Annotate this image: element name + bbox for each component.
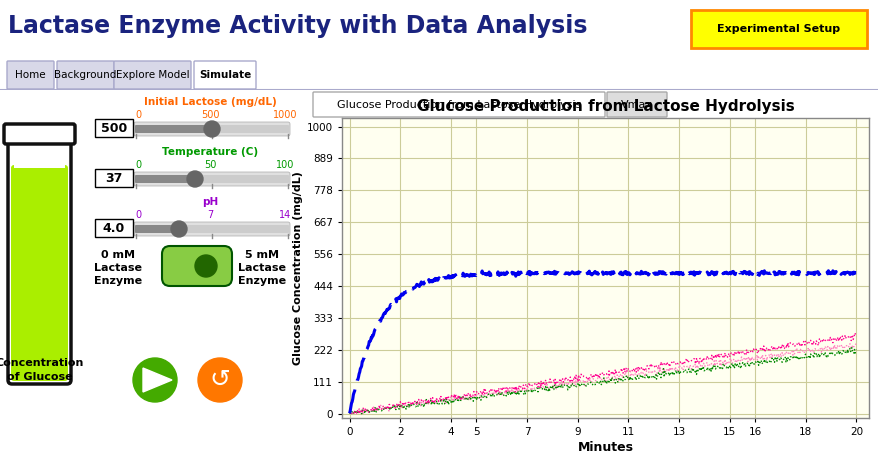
FancyBboxPatch shape (313, 92, 604, 117)
FancyBboxPatch shape (135, 125, 212, 133)
FancyBboxPatch shape (211, 125, 289, 133)
FancyBboxPatch shape (8, 131, 71, 384)
FancyBboxPatch shape (135, 175, 196, 183)
Circle shape (187, 171, 203, 187)
Circle shape (204, 121, 220, 137)
FancyBboxPatch shape (690, 10, 866, 48)
Text: 37: 37 (105, 171, 123, 184)
X-axis label: Minutes: Minutes (577, 441, 633, 454)
FancyBboxPatch shape (95, 119, 133, 137)
Text: ↺: ↺ (209, 368, 230, 392)
Text: Explore Model: Explore Model (116, 70, 189, 80)
FancyBboxPatch shape (7, 61, 54, 89)
Text: 0 mM
Lactase
Enzyme: 0 mM Lactase Enzyme (94, 250, 142, 286)
FancyBboxPatch shape (607, 92, 666, 117)
Text: 0: 0 (135, 160, 140, 170)
Text: pH: pH (202, 197, 218, 207)
Text: 100: 100 (276, 160, 294, 170)
Circle shape (171, 221, 187, 237)
Text: Lactase Enzyme Activity with Data Analysis: Lactase Enzyme Activity with Data Analys… (8, 14, 587, 38)
FancyBboxPatch shape (133, 122, 290, 136)
FancyBboxPatch shape (162, 246, 232, 286)
Text: Temperature (C): Temperature (C) (162, 147, 258, 157)
Circle shape (195, 255, 217, 277)
Text: Home: Home (15, 70, 46, 80)
FancyBboxPatch shape (95, 219, 133, 237)
FancyBboxPatch shape (57, 61, 114, 89)
Text: 7: 7 (206, 210, 212, 220)
Text: 4.0: 4.0 (103, 221, 125, 234)
Bar (14, 138, 65, 168)
FancyBboxPatch shape (194, 61, 255, 89)
Text: Concentration
of Glucose: Concentration of Glucose (0, 358, 84, 381)
Text: 1000: 1000 (272, 110, 297, 120)
FancyBboxPatch shape (133, 222, 290, 236)
FancyBboxPatch shape (4, 124, 75, 144)
FancyBboxPatch shape (114, 61, 191, 89)
Polygon shape (143, 368, 172, 392)
Y-axis label: Glucose Concentration (mg/dL): Glucose Concentration (mg/dL) (292, 171, 302, 365)
FancyBboxPatch shape (178, 225, 289, 233)
Text: 5 mM
Lactase
Enzyme: 5 mM Lactase Enzyme (238, 250, 285, 286)
Text: Background: Background (54, 70, 117, 80)
Circle shape (198, 358, 241, 402)
Text: Initial Lactose (mg/dL): Initial Lactose (mg/dL) (143, 97, 276, 107)
FancyBboxPatch shape (135, 225, 180, 233)
Text: Vmax: Vmax (620, 100, 652, 110)
Text: Glucose Production from Lactose Hydrolysis: Glucose Production from Lactose Hydrolys… (336, 100, 580, 110)
FancyBboxPatch shape (194, 175, 289, 183)
FancyBboxPatch shape (11, 165, 68, 381)
Text: 0: 0 (135, 210, 140, 220)
Text: 50: 50 (204, 160, 216, 170)
Text: 500: 500 (200, 110, 219, 120)
Text: 14: 14 (278, 210, 291, 220)
Title: Glucose Production from Lactose Hydrolysis: Glucose Production from Lactose Hydrolys… (416, 99, 794, 114)
Text: Experimental Setup: Experimental Setup (716, 24, 839, 34)
Text: 500: 500 (101, 122, 127, 134)
Text: 0: 0 (135, 110, 140, 120)
Text: Simulate: Simulate (198, 70, 251, 80)
FancyBboxPatch shape (133, 172, 290, 186)
FancyBboxPatch shape (95, 169, 133, 187)
Circle shape (133, 358, 176, 402)
